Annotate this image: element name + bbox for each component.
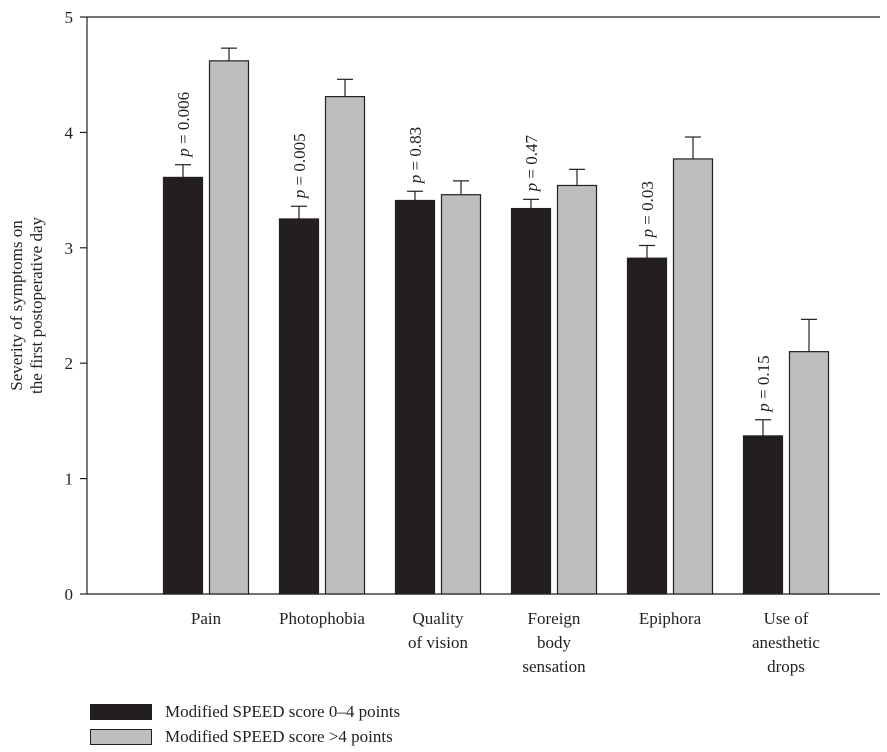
y-axis-title-line-1: the first postoperative day [27,216,46,394]
category-label-0-0: Pain [191,609,222,628]
legend-label-series-1: Modified SPEED score 0–4 points [165,702,401,721]
y-tick-label-5: 5 [65,8,74,27]
category-label-5-1: anesthetic [752,633,820,652]
bar-series-1-5 [742,435,784,595]
y-axis-title-line-0: Severity of symptoms on [7,220,26,391]
p-value-label-5: p = 0.15 [754,355,773,412]
p-value-label-3: p = 0.47 [522,134,541,192]
labels: 0 1 2 3 4 5 Severity of symptoms on the first p… [7,8,820,676]
bar-series-2-0 [208,60,250,595]
y-tick-label-1: 1 [65,470,74,489]
category-label-2-1: of vision [408,633,468,652]
legend-swatch-series-1 [90,704,152,720]
bar-series-2-1 [324,96,366,595]
y-tick-label-0: 0 [65,585,74,604]
legend-item-series-2: Modified SPEED score >4 points [90,727,393,747]
bar-series-1-1 [278,218,320,595]
bars [162,47,830,595]
bar-series-1-2 [394,199,436,595]
p-value-label-4: p = 0.03 [638,181,657,238]
bar-series-1-3 [510,207,552,595]
bar-series-1-4 [626,257,668,595]
p-value-label-0: p = 0.006 [174,92,193,158]
legend-swatch-series-2 [90,729,152,745]
legend-item-series-1: Modified SPEED score 0–4 points [90,702,400,722]
category-label-3-1: body [537,633,572,652]
bar-series-2-4 [672,158,714,595]
category-label-4-0: Epiphora [639,609,702,628]
bar-series-2-3 [556,184,598,595]
p-value-label-2: p = 0.83 [406,127,425,184]
y-tick-label-2: 2 [65,354,74,373]
category-label-2-0: Quality [413,609,464,628]
category-label-1-0: Photophobia [279,609,365,628]
category-label-5-2: drops [767,657,805,676]
y-tick-label-4: 4 [65,123,74,142]
legend-label-series-2: Modified SPEED score >4 points [165,727,393,746]
bar-series-1-0 [162,176,204,595]
category-label-5-0: Use of [764,609,809,628]
category-label-3-2: sensation [522,657,586,676]
bar-series-2-2 [440,194,482,595]
category-label-3-0: Foreign [528,609,581,628]
p-value-label-1: p = 0.005 [290,133,309,199]
y-tick-label-3: 3 [65,239,74,258]
bar-series-2-5 [788,351,830,595]
